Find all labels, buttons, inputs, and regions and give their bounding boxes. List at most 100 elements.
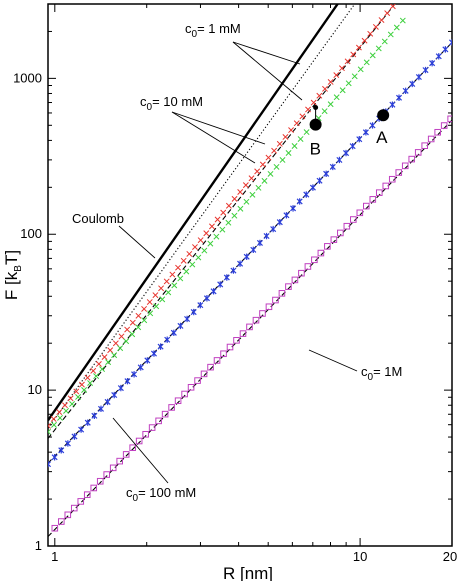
marker-c100mM <box>184 315 191 323</box>
marker-c100mM <box>78 426 85 433</box>
marker-c10mM <box>207 240 214 247</box>
marker-c1M <box>207 363 214 371</box>
marker-c1M <box>408 155 416 163</box>
marker-c1mM <box>90 367 97 374</box>
marker-c100mM <box>263 232 270 240</box>
marker-c1M <box>148 424 156 431</box>
marker-c1M <box>135 437 143 445</box>
marker-c10mM <box>279 157 286 163</box>
marker-c1M <box>375 189 383 196</box>
marker-c1mM <box>355 44 362 51</box>
marker-c1M <box>70 504 78 512</box>
marker-c100mM <box>435 53 442 60</box>
marker-c1mM <box>152 292 159 299</box>
marker-c10mM <box>189 261 196 268</box>
marker-c10mM <box>225 219 232 226</box>
marker-c100mM <box>283 212 290 219</box>
marker-c100mM <box>97 405 105 413</box>
marker-c100mM <box>429 59 436 67</box>
marker-c10mM <box>213 233 220 240</box>
marker-c10mM <box>231 212 238 219</box>
line-c1mM-theory <box>48 4 356 429</box>
marker-c1M <box>278 290 286 297</box>
marker-c10mM <box>393 24 400 31</box>
marker-c1mM <box>372 23 379 30</box>
marker-c1M <box>414 149 422 156</box>
marker-c10mM <box>399 17 406 24</box>
marker-c10mM <box>327 101 334 108</box>
marker-c1mM <box>95 360 102 367</box>
marker-c1mM <box>192 244 198 250</box>
marker-c100mM <box>117 384 124 392</box>
marker-c100mM <box>124 377 131 385</box>
marker-c100mM <box>230 267 237 274</box>
marker-c100mM <box>422 66 429 74</box>
marker-c10mM <box>267 170 274 177</box>
marker-c10mM <box>249 191 256 198</box>
y-tick-label: 1 <box>35 538 42 553</box>
marker-c1mM <box>146 299 153 305</box>
marker-c100mM <box>144 357 151 364</box>
marker-c10mM <box>387 31 394 38</box>
marker-c10mM <box>147 310 154 317</box>
marker-c100mM <box>349 142 356 150</box>
marker-c100mM <box>303 191 310 198</box>
marker-c1M <box>220 350 227 358</box>
marker-c1M <box>90 484 98 492</box>
marker-c1M <box>427 135 435 143</box>
marker-c1M <box>51 524 59 532</box>
marker-c1M <box>155 417 162 425</box>
marker-c1mM <box>101 354 108 361</box>
marker-c10mM <box>351 73 358 80</box>
marker-c100mM <box>362 129 369 136</box>
marker-c100mM <box>448 39 452 46</box>
marker-c1M <box>356 209 364 217</box>
marker-c1mM <box>350 51 357 58</box>
marker-c10mM <box>153 303 160 310</box>
marker-c1M <box>64 511 72 519</box>
marker-c1mM <box>129 319 136 326</box>
line-c1M-theory <box>48 119 452 537</box>
marker-c100mM <box>270 225 277 233</box>
marker-c10mM <box>177 275 184 282</box>
y-tick-label: 1000 <box>13 70 42 85</box>
marker-c1mM <box>259 161 266 168</box>
marker-c10mM <box>81 387 88 393</box>
marker-c1mM <box>271 147 278 154</box>
marker-c1M <box>129 444 136 452</box>
marker-c1mM <box>316 92 323 99</box>
marker-c1M <box>181 390 188 398</box>
marker-c1M <box>96 477 104 485</box>
line-c100mM-theory <box>48 42 452 464</box>
marker-c1mM <box>322 85 328 92</box>
marker-c1M <box>369 196 377 203</box>
marker-c10mM <box>117 345 124 352</box>
leader-c10mM <box>171 111 266 145</box>
marker-c100mM <box>48 460 52 468</box>
theory-lines <box>48 4 452 537</box>
marker-c1M <box>187 383 195 391</box>
marker-c100mM <box>356 136 363 143</box>
marker-c1mM <box>254 168 261 175</box>
marker-c1M <box>350 216 357 223</box>
marker-c100mM <box>336 156 343 164</box>
marker-c1M <box>226 343 234 351</box>
marker-c1mM <box>48 422 51 429</box>
marker-c1mM <box>282 134 289 140</box>
marker-c1M <box>337 229 344 237</box>
marker-c1mM <box>112 340 119 347</box>
marker-c10mM <box>297 136 304 142</box>
marker-c1M <box>109 464 117 472</box>
marker-c1mM <box>276 140 283 147</box>
marker-c1mM <box>242 182 249 189</box>
marker-c1M <box>200 370 208 378</box>
marker-c1M <box>401 162 409 170</box>
marker-c1mM <box>299 113 306 120</box>
marker-c100mM <box>197 301 204 309</box>
marker-c100mM <box>250 246 257 254</box>
marker-c1M <box>103 471 111 478</box>
marker-c100mM <box>190 308 197 316</box>
marker-c1M <box>252 316 260 324</box>
marker-c10mM <box>123 338 130 345</box>
marker-c100mM <box>290 205 297 212</box>
